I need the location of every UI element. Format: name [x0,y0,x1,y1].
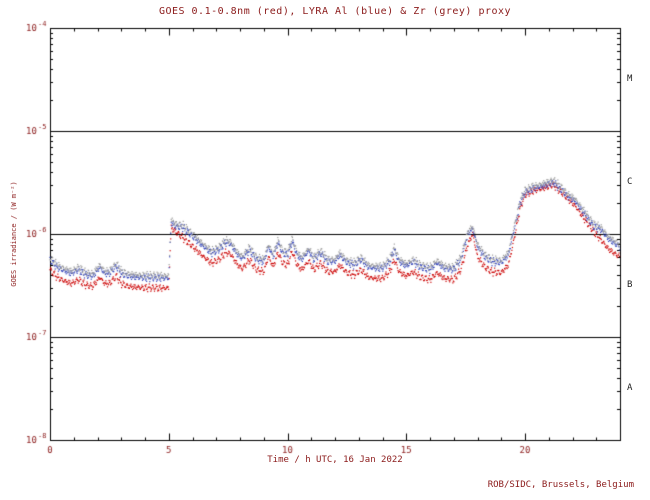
flare-class-label-a: A [627,383,633,393]
x-axis-label: Time / h UTC, 16 Jan 2022 [267,455,403,465]
flare-class-label-b: B [627,280,633,290]
flare-class-label-c: C [627,177,633,187]
chart-title: GOES 0.1-0.8nm (red), LYRA Al (blue) & Z… [158,6,512,17]
credit-text: ROB/SIDC, Brussels, Belgium [487,480,634,490]
flare-class-label-m: M [627,74,633,84]
y-axis-label: GOES irradiance / (W m⁻²) [10,181,18,287]
